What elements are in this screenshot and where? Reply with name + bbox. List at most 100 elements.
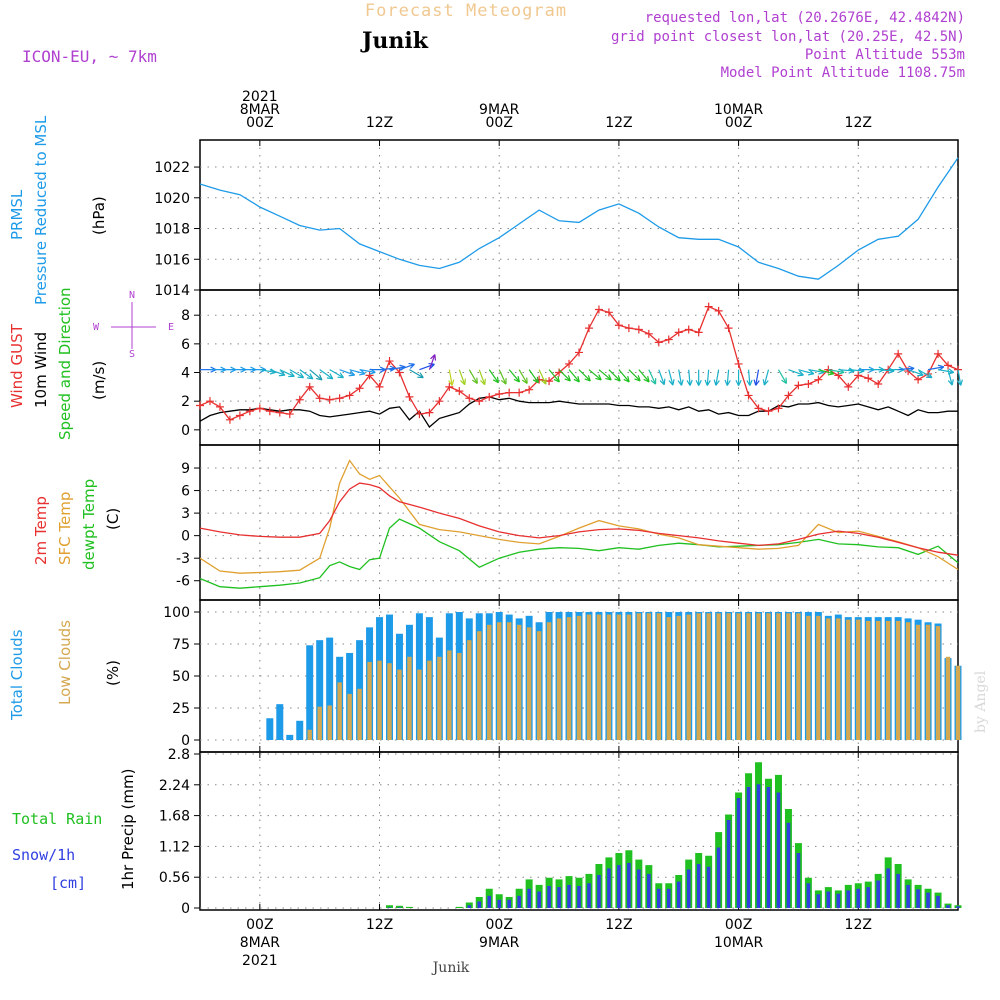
wind-arrow: [753, 369, 760, 386]
wind-ytick-label: 0: [181, 423, 190, 439]
wind-arrow-shaft: [458, 369, 466, 385]
total-cloud-bar: [326, 637, 334, 740]
wind-label-10m: 10m Wind: [32, 332, 50, 408]
gust-marker: [575, 348, 583, 357]
wind-arrow-shaft: [907, 369, 924, 376]
clouds-ytick-label: 100: [163, 605, 190, 621]
wind-label-unit: (m/s): [90, 361, 108, 400]
wind-arrow: [907, 369, 924, 377]
wind-arrow-head: [297, 372, 305, 379]
gust-marker: [305, 382, 314, 391]
wind-arrow-head: [316, 374, 323, 381]
gust-marker: [475, 397, 484, 406]
wind-arrow: [488, 369, 500, 384]
gust-marker: [844, 382, 853, 391]
low-cloud-bar: [905, 622, 911, 740]
precip-ytick-label: 0.56: [159, 870, 190, 886]
gust-marker: [265, 407, 274, 416]
snow-bar: [517, 895, 521, 908]
gust-marker: [355, 384, 364, 393]
wind-arrow-head: [595, 374, 602, 381]
gust-marker: [365, 371, 374, 380]
gust-marker: [664, 335, 673, 344]
wind-gust-line: [199, 305, 959, 421]
model-point-altitude: Model Point Altitude 1108.75m: [721, 65, 965, 81]
low-cloud-bar: [506, 622, 512, 740]
top-time-label: 00Z: [246, 115, 273, 131]
total-cloud-bar: [306, 645, 314, 740]
low-cloud-bar: [497, 622, 502, 740]
wind-arrow: [279, 369, 295, 378]
wind-arrow-head: [573, 375, 580, 383]
gust-marker: [465, 394, 474, 403]
snow-bar: [587, 883, 591, 908]
gust-marker: [225, 415, 234, 424]
wind-arrow-head: [735, 379, 742, 386]
gust-marker: [425, 408, 434, 417]
top-time-label: 12Z: [366, 115, 393, 131]
pressure-ytick-label: 1020: [154, 191, 190, 207]
wind-arrow-head: [480, 378, 486, 386]
low-cloud-bar: [935, 626, 941, 740]
gust-marker: [644, 329, 653, 338]
wind-arrow-shaft: [319, 369, 334, 380]
wind-ytick-label: 2: [181, 394, 190, 410]
snow-bar: [776, 792, 781, 908]
wind-arrow: [478, 369, 486, 386]
wind-arrow-shaft: [299, 369, 314, 380]
wind-arrow-shaft: [947, 369, 953, 386]
temperature-ytick-label: 9: [181, 461, 190, 477]
clouds-ytick-label: 0: [181, 733, 190, 749]
gust-marker: [525, 385, 534, 394]
wind-arrow-shaft: [478, 369, 486, 385]
wind-arrow-head: [417, 372, 424, 379]
gust-marker: [445, 382, 454, 391]
compass-south: S: [129, 349, 135, 360]
low-cloud-bar: [596, 614, 602, 740]
wind-arrow-head: [781, 377, 788, 385]
gust-marker: [864, 374, 873, 383]
snow-bar: [507, 899, 511, 908]
wind-arrow-head: [448, 379, 455, 386]
temperature-ytick-label: -6: [176, 574, 190, 590]
wind-arrow: [658, 369, 666, 386]
snow-bar: [716, 847, 721, 908]
gust-marker: [784, 391, 793, 400]
wind-arrow: [937, 368, 955, 375]
precip-panel-labels: 1hr Precip (mm) Total Rain Snow/1h [cm]: [12, 769, 137, 892]
wind-arrow-shaft: [808, 369, 825, 374]
wind-arrow-head: [713, 379, 720, 386]
low-cloud-bar: [915, 624, 921, 740]
wind-arrow-head: [925, 372, 933, 379]
wind-arrow-shaft: [937, 369, 954, 374]
wind-arrow-shaft: [828, 369, 845, 374]
precip-ytick-label: 1.68: [159, 809, 190, 825]
snow-bar: [706, 866, 711, 908]
top-time-label: 00Z: [486, 115, 513, 131]
pressure-frame: [199, 139, 959, 291]
wind-arrow-shaft: [279, 369, 295, 377]
wind-arrow-head: [695, 379, 702, 386]
wind-arrow-shaft: [468, 369, 478, 384]
low-cloud-bar: [646, 613, 652, 740]
low-cloud-bar: [536, 631, 542, 740]
wind-arrow-head: [762, 379, 769, 386]
gust-marker: [714, 306, 723, 315]
temperature-ytick-label: 0: [181, 529, 190, 545]
total-cloud-bar: [266, 718, 274, 740]
wind-arrow-head: [513, 375, 521, 383]
wind-arrow-head: [677, 379, 684, 386]
precip-ytick-label: 0: [181, 901, 190, 917]
wind-arrow: [538, 369, 547, 385]
wind-arrow-head: [724, 379, 731, 386]
plot-panels: 1014 1016 1018 1020 1022 0 2 4 6 8 -6 -3 0 3 6 9 0 25 50 75…: [154, 89, 963, 969]
clouds-label-low: Low Clouds: [56, 620, 74, 705]
wind-arrow: [578, 369, 591, 382]
bottom-time-label: 00Z: [725, 917, 752, 933]
wind-arrow: [947, 369, 954, 386]
wind-arrow-shaft: [608, 369, 621, 382]
compass-west: W: [93, 322, 100, 333]
gust-marker: [814, 375, 823, 384]
snow-bar: [497, 899, 502, 908]
low-cloud-bar: [766, 613, 771, 740]
